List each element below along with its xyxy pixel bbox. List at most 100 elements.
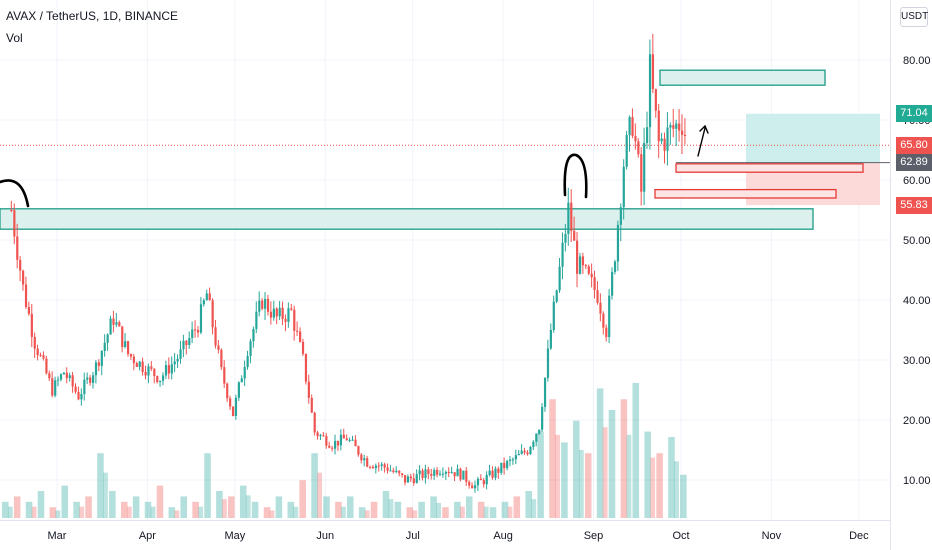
candle-down: [409, 476, 413, 479]
candle-down: [651, 54, 655, 90]
candle-up: [660, 138, 663, 142]
x-tick-label: Jun: [316, 530, 334, 542]
supply-zone[interactable]: [659, 69, 826, 86]
candle-up: [363, 458, 366, 461]
volume-bar: [7, 506, 13, 518]
volume-bar: [394, 501, 402, 518]
candle-down: [631, 117, 634, 136]
stop-level-bar[interactable]: [675, 163, 864, 173]
candle-up: [334, 440, 337, 449]
candle-down: [681, 130, 684, 135]
candle-down: [30, 313, 33, 337]
candle-down: [214, 327, 217, 346]
candle-down: [605, 327, 608, 338]
volume-bar: [537, 431, 544, 518]
demand-zone[interactable]: [0, 208, 814, 230]
volume-bar: [79, 506, 85, 518]
volume-bar: [317, 472, 323, 518]
candle-up: [115, 322, 118, 325]
candle-up: [249, 341, 252, 356]
x-tick-label: Sep: [584, 530, 604, 542]
candle-up: [669, 125, 672, 128]
candle-down: [135, 363, 138, 367]
hand-drawn-arc: [0, 179, 30, 208]
candle-down: [672, 125, 675, 129]
candle-down: [328, 445, 331, 448]
candle-down: [366, 458, 369, 467]
candle-up: [287, 308, 290, 322]
candle-down: [430, 473, 433, 476]
volume-bar: [335, 501, 342, 518]
annotation-marks: [0, 124, 709, 208]
candle-down: [275, 308, 278, 317]
stop-level-bar[interactable]: [654, 188, 837, 199]
hand-drawn-arc: [563, 153, 588, 199]
candle-down: [523, 450, 526, 453]
volume-indicator-label: Vol: [6, 31, 23, 45]
candle-up: [179, 349, 182, 359]
volume-bar: [269, 510, 275, 518]
candle-down: [185, 340, 188, 346]
candle-down: [663, 138, 666, 151]
candle-down: [479, 478, 483, 481]
candle-down: [118, 322, 121, 327]
candle-up: [205, 293, 208, 301]
candle-down: [153, 368, 156, 377]
candle-down: [398, 470, 401, 474]
volume-bar: [430, 496, 437, 518]
candle-down: [342, 434, 345, 439]
candle-down: [290, 308, 293, 310]
candle-up: [237, 382, 240, 398]
candle-down: [322, 435, 325, 437]
candle-up: [94, 362, 98, 376]
candle-down: [39, 355, 42, 357]
x-tick-label: Mar: [48, 530, 67, 542]
candle-up: [272, 308, 275, 318]
candle-down: [447, 471, 450, 473]
candle-down: [194, 329, 197, 331]
volume-bar: [483, 506, 489, 518]
candle-up: [473, 485, 477, 489]
candle-up: [161, 375, 165, 381]
volume-bar: [204, 453, 211, 518]
candle-down: [360, 454, 363, 461]
symbol-title: AVAX / TetherUS, 1D, BINANCE: [6, 9, 179, 23]
candle-down: [231, 406, 235, 416]
volume-bar: [549, 399, 556, 518]
candle-up: [555, 290, 558, 302]
x-tick-label: Jul: [406, 530, 420, 542]
candle-down: [89, 377, 92, 383]
candle-down: [354, 439, 357, 447]
currency-button[interactable]: USDT: [900, 7, 928, 27]
volume-bar: [596, 388, 604, 518]
candle-down: [196, 330, 200, 333]
volume-bar: [228, 496, 235, 518]
candle-up: [462, 470, 465, 480]
volume-bar: [311, 453, 318, 518]
candle-down: [584, 265, 587, 267]
candle-down: [602, 313, 605, 328]
candle-up: [511, 459, 515, 461]
candle-up: [54, 380, 57, 396]
candle-down: [296, 330, 299, 332]
candle-up: [494, 468, 497, 478]
candle-down: [593, 277, 596, 291]
candle-up: [578, 256, 582, 274]
candle-up: [170, 364, 173, 374]
candle-up: [567, 202, 570, 234]
candle-down: [307, 381, 310, 398]
candle-down: [436, 469, 439, 475]
candle-down: [126, 341, 130, 355]
candle-down: [121, 326, 124, 347]
candle-down: [71, 375, 74, 387]
candle-up: [103, 342, 106, 351]
candle-down: [369, 466, 372, 468]
candle-up: [541, 406, 544, 430]
candle-up: [86, 377, 89, 380]
target-zone-box[interactable]: [746, 113, 880, 163]
candle-down: [503, 462, 506, 469]
drawing-zones[interactable]: [0, 69, 890, 230]
candle-up: [124, 341, 127, 347]
volume-bar: [364, 510, 370, 518]
